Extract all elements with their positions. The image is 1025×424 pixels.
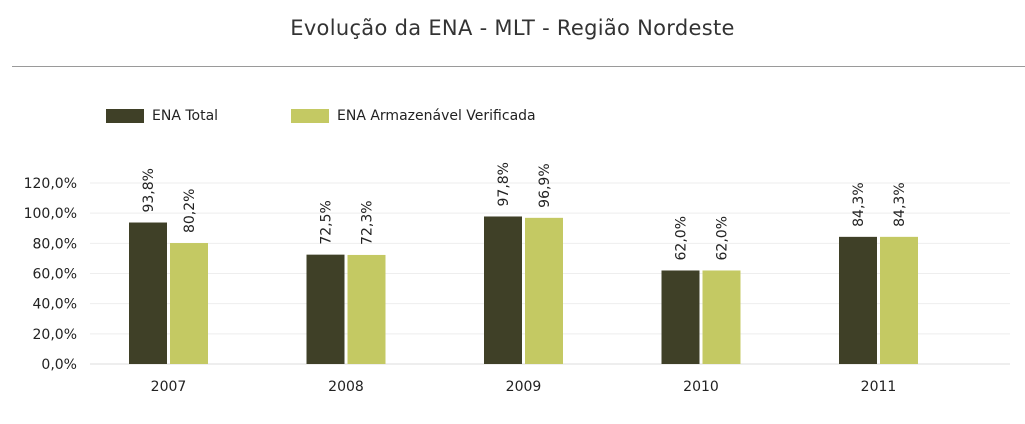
- bar: [839, 236, 877, 364]
- y-tick-label: 60,0%: [33, 267, 77, 283]
- y-tick-label: 80,0%: [33, 236, 77, 252]
- y-tick-label: 120,0%: [24, 176, 77, 192]
- legend-swatch-ena-total: [106, 109, 144, 123]
- bar: [129, 222, 167, 364]
- x-tick-label: 2008: [328, 379, 364, 395]
- legend-item-ena-armazenavel: ENA Armazenável Verificada: [291, 108, 536, 124]
- data-label: 96,9%: [537, 163, 553, 207]
- chart-title: Evolução da ENA - MLT - Região Nordeste: [290, 16, 735, 40]
- data-label: 72,3%: [360, 200, 376, 244]
- data-label: 93,8%: [141, 168, 157, 212]
- x-tick-label: 2007: [151, 379, 187, 395]
- bar: [170, 243, 208, 364]
- data-label: 72,5%: [319, 200, 335, 244]
- legend-swatch-ena-armazenavel: [291, 109, 329, 123]
- legend-label-ena-armazenavel: ENA Armazenável Verificada: [337, 108, 536, 124]
- bar: [702, 270, 741, 364]
- y-tick-label: 40,0%: [33, 297, 77, 313]
- title-divider: [12, 66, 1025, 67]
- y-tick-label: 100,0%: [24, 206, 77, 222]
- x-tick-label: 2011: [861, 379, 897, 395]
- legend-item-ena-total: ENA Total: [106, 108, 218, 124]
- data-label: 84,3%: [892, 182, 908, 226]
- bar: [306, 254, 345, 364]
- x-tick-label: 2010: [683, 379, 719, 395]
- bar: [661, 270, 700, 364]
- data-label: 97,8%: [496, 162, 512, 206]
- data-label: 62,0%: [674, 216, 690, 260]
- data-label: 62,0%: [715, 216, 731, 260]
- bar: [880, 236, 918, 364]
- data-label: 84,3%: [851, 182, 867, 226]
- bar: [347, 254, 386, 364]
- legend-label-ena-total: ENA Total: [152, 108, 219, 124]
- y-tick-label: 20,0%: [33, 327, 77, 343]
- bar: [484, 216, 522, 364]
- data-label: 80,2%: [182, 189, 198, 233]
- y-tick-label: 0,0%: [41, 357, 77, 373]
- x-tick-label: 2009: [506, 379, 542, 395]
- bar: [525, 217, 563, 364]
